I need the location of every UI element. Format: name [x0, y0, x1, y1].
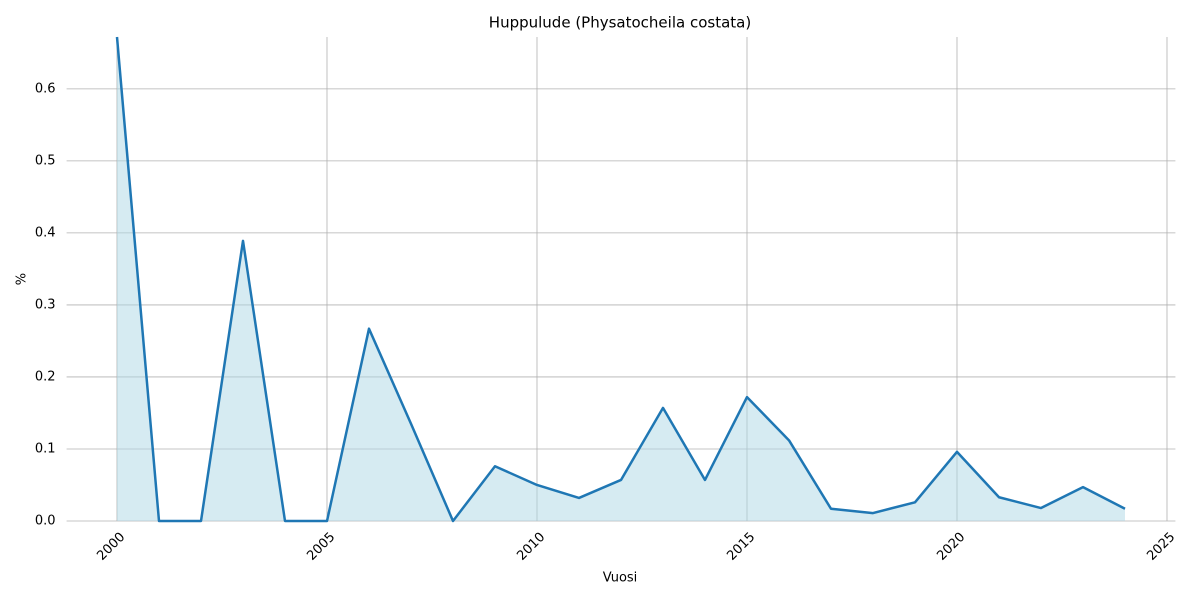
y-tick-label: 0.1 [35, 441, 56, 456]
chart-title: Huppulude (Physatocheila costata) [489, 14, 751, 32]
y-tick-label: 0.6 [35, 81, 56, 96]
x-axis-label: Vuosi [603, 571, 638, 586]
y-tick-label: 0.2 [35, 369, 56, 384]
y-tick-label: 0.0 [35, 514, 56, 529]
x-tick-label: 2005 [304, 530, 338, 564]
y-tick-label: 0.3 [35, 297, 56, 312]
y-tick-label: 0.4 [35, 225, 56, 240]
x-tick-label: 2000 [94, 530, 128, 564]
y-tick-label: 0.5 [35, 153, 56, 168]
x-tick-label: 2020 [934, 530, 968, 564]
x-tick-label: 2015 [724, 530, 758, 564]
x-tick-label: 2025 [1144, 530, 1178, 564]
area [117, 37, 1125, 521]
line [115, 36, 1126, 523]
y-axis-label: % [15, 273, 30, 285]
x-tick-label: 2010 [514, 530, 548, 564]
